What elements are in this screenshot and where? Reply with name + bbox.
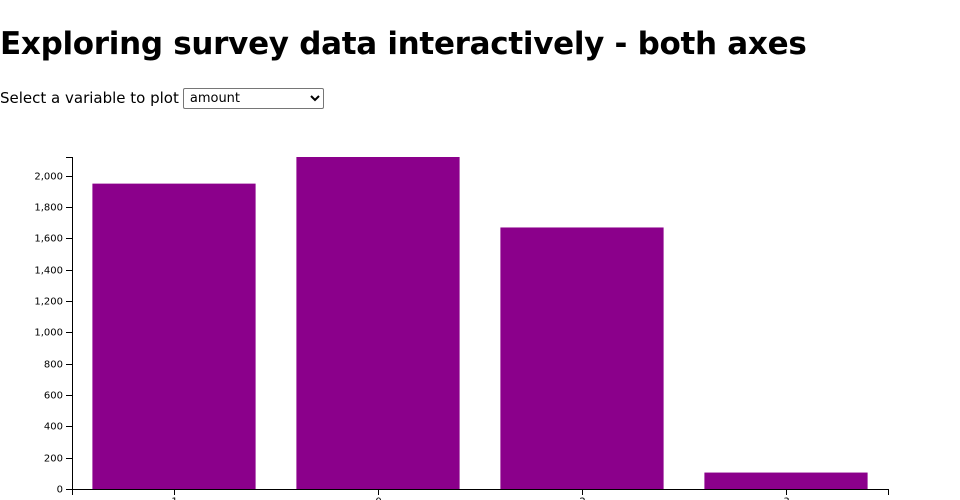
y-tick-label: 0	[57, 485, 63, 496]
y-tick-label: 1,800	[34, 203, 63, 214]
y-tick-label: 200	[44, 454, 63, 465]
x-tick-label: 3	[783, 496, 789, 500]
y-tick-label: 1,600	[34, 234, 63, 245]
variable-select[interactable]: amount	[182, 87, 324, 109]
y-tick-label: 1,200	[34, 297, 63, 308]
bar-2	[500, 227, 664, 490]
x-tick-label: 1	[171, 496, 177, 500]
y-tick-label: 800	[44, 360, 63, 371]
x-tick-label: 0	[375, 496, 381, 500]
page-title: Exploring survey data interactively - bo…	[0, 26, 807, 62]
bar-0	[296, 157, 460, 489]
y-tick-label: 1,400	[34, 266, 63, 277]
y-tick-label: 400	[44, 422, 63, 433]
bar-3	[704, 472, 868, 489]
y-tick-label: 1,000	[34, 328, 63, 339]
variable-control: Select a variable to plot amount	[0, 87, 324, 109]
bar-1	[92, 183, 256, 490]
y-tick-label: 600	[44, 391, 63, 402]
variable-select-label: Select a variable to plot	[0, 89, 179, 107]
y-tick-label: 2,000	[34, 172, 63, 183]
x-axis-line	[72, 489, 889, 495]
x-tick-label: 2	[579, 496, 585, 500]
